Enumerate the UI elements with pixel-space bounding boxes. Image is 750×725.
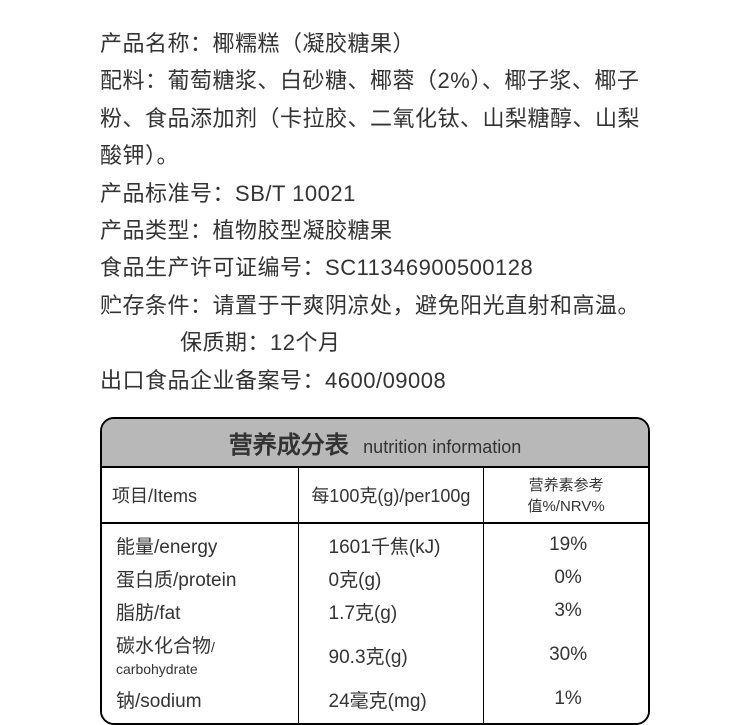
nutrition-body: 能量/energy1601千焦(kJ)19%蛋白质/protein0克(g)0%… (102, 524, 648, 723)
nutrition-item-name: 蛋白质/protein (102, 562, 299, 595)
standard-label: 产品标准号： (100, 181, 235, 206)
export-value: 4600/09008 (325, 368, 446, 393)
nutrition-table: 营养成分表 nutrition information 项目/Items 每10… (100, 417, 650, 725)
nutrition-item-value: 1601千焦(kJ) (299, 524, 485, 562)
nutrition-item-name-en: /sodium (135, 691, 202, 712)
nutrition-item-name-cn: 钠 (116, 691, 135, 712)
nutrition-item-name-en: /protein (173, 570, 236, 591)
nutrition-item-name-cn: 脂肪 (116, 603, 154, 624)
nutrition-item-name: 脂肪/fat (102, 595, 299, 628)
nutrition-data-row: 钠/sodium24毫克(mg)1% (102, 683, 648, 723)
nutrition-item-name-en: /energy (154, 537, 217, 558)
nutrition-item-name: 碳水化合物/ carbohydrate (102, 628, 299, 683)
product-name-label: 产品名称： (100, 31, 213, 56)
nutrition-item-name-cn: 能量 (116, 537, 154, 558)
nutrition-item-value: 24毫克(mg) (299, 683, 485, 723)
standard-value: SB/T 10021 (235, 181, 356, 206)
storage-value: 请置于干爽阴凉处，避免阳光直射和高温。 (213, 293, 641, 318)
storage-label: 贮存条件： (100, 293, 213, 318)
nutrition-data-row: 碳水化合物/ carbohydrate90.3克(g)30% (102, 628, 648, 683)
nutrition-title-row: 营养成分表 nutrition information (102, 419, 648, 468)
nutrition-header-col1: 项目/Items (102, 468, 299, 524)
nutrition-data-row: 脂肪/fat1.7克(g)3% (102, 595, 648, 628)
export-label: 出口食品企业备案号： (100, 368, 325, 393)
nutrition-data-row: 蛋白质/protein0克(g)0% (102, 562, 648, 595)
nutrition-item-name-cn: 碳水化合物 (116, 636, 211, 657)
product-info-block: 产品名称：椰糯糕（凝胶糖果） 配料：葡萄糖浆、白砂糖、椰蓉（2%）、椰子浆、椰子… (100, 25, 650, 399)
nutrition-item-name: 钠/sodium (102, 683, 299, 723)
product-name-line: 产品名称：椰糯糕（凝胶糖果） (100, 25, 650, 62)
product-name-value: 椰糯糕（凝胶糖果） (213, 31, 416, 56)
nutrition-title-en: nutrition information (363, 437, 521, 457)
type-line: 产品类型：植物胶型凝胶糖果 (100, 212, 650, 249)
license-value: SC11346900500128 (325, 255, 533, 280)
nutrition-item-name-cn: 蛋白质 (116, 570, 173, 591)
shelf-life-label: 保质期： (180, 330, 270, 355)
license-label: 食品生产许可证编号： (100, 255, 325, 280)
nutrition-item-nrv: 3% (484, 595, 648, 628)
nutrition-item-value: 0克(g) (299, 562, 485, 595)
nutrition-header-col3: 营养素参考值%/NRV% (484, 468, 648, 524)
nutrition-item-nrv: 30% (484, 628, 648, 683)
nutrition-item-name-en: /fat (154, 603, 180, 624)
nutrition-header-col2: 每100克(g)/per100g (299, 468, 485, 524)
nutrition-title-cn: 营养成分表 (229, 432, 349, 459)
ingredients-line: 配料：葡萄糖浆、白砂糖、椰蓉（2%）、椰子浆、椰子粉、食品添加剂（卡拉胶、二氧化… (100, 62, 650, 174)
type-value: 植物胶型凝胶糖果 (213, 218, 393, 243)
nutrition-item-name: 能量/energy (102, 524, 299, 562)
shelf-life-value: 12个月 (270, 330, 340, 355)
nutrition-item-value: 1.7克(g) (299, 595, 485, 628)
ingredients-label: 配料： (100, 68, 168, 93)
nutrition-item-nrv: 1% (484, 683, 648, 723)
nutrition-data-row: 能量/energy1601千焦(kJ)19% (102, 524, 648, 562)
nutrition-item-nrv: 0% (484, 562, 648, 595)
export-line: 出口食品企业备案号：4600/09008 (100, 362, 650, 399)
nutrition-title-cell: 营养成分表 nutrition information (102, 419, 648, 468)
ingredients-value: 葡萄糖浆、白砂糖、椰蓉（2%）、椰子浆、椰子粉、食品添加剂（卡拉胶、二氧化钛、山… (100, 68, 640, 168)
nutrition-header-row: 项目/Items 每100克(g)/per100g 营养素参考值%/NRV% (102, 468, 648, 524)
license-line: 食品生产许可证编号：SC11346900500128 (100, 249, 650, 286)
type-label: 产品类型： (100, 218, 213, 243)
nutrition-item-value: 90.3克(g) (299, 628, 485, 683)
standard-line: 产品标准号：SB/T 10021 (100, 175, 650, 212)
storage-shelf-line: 贮存条件：请置于干爽阴凉处，避免阳光直射和高温。保质期：12个月 (100, 287, 650, 362)
nutrition-item-nrv: 19% (484, 524, 648, 562)
